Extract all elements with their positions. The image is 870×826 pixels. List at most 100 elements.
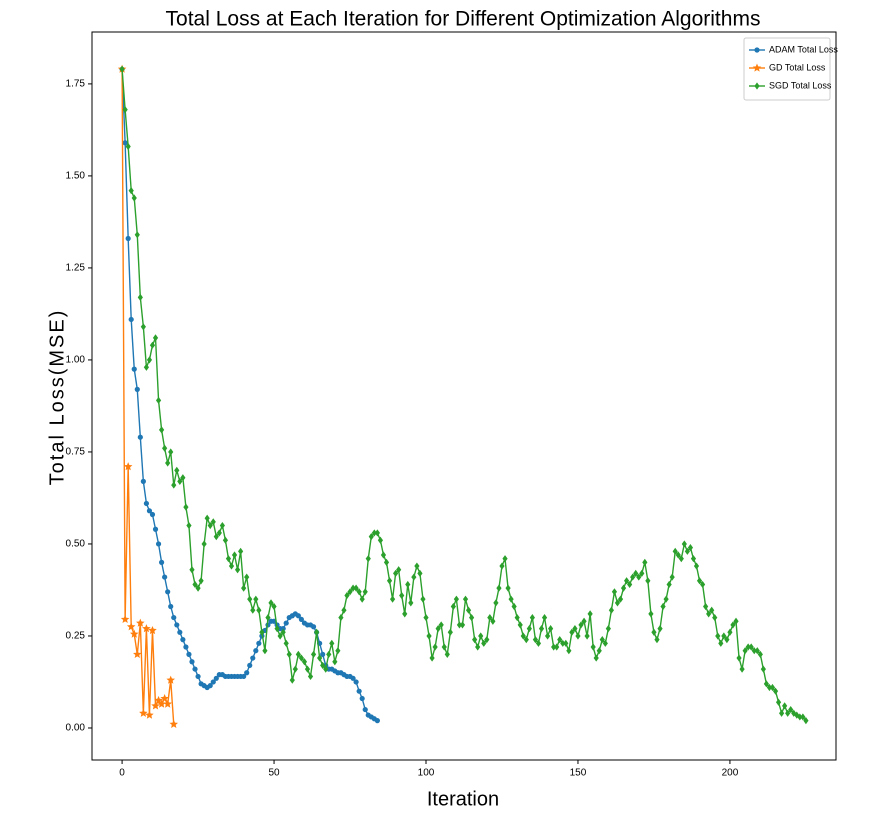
marker xyxy=(353,679,359,685)
marker xyxy=(414,562,420,570)
marker xyxy=(462,595,469,603)
marker xyxy=(374,529,380,537)
marker xyxy=(678,555,684,563)
y-tick-label: 0.50 xyxy=(66,539,86,550)
marker xyxy=(168,603,174,610)
marker xyxy=(210,518,216,526)
marker xyxy=(292,665,298,673)
marker xyxy=(472,636,478,644)
marker xyxy=(721,632,727,640)
y-axis-label: Total Loss(MSE) xyxy=(46,309,68,486)
marker xyxy=(766,683,773,692)
marker xyxy=(699,580,706,589)
marker xyxy=(709,606,715,614)
marker xyxy=(152,334,159,342)
x-tick-label: 200 xyxy=(722,768,739,779)
marker xyxy=(742,647,748,655)
marker xyxy=(134,231,140,239)
marker xyxy=(186,651,192,657)
marker xyxy=(120,614,130,624)
marker xyxy=(359,695,365,702)
marker xyxy=(350,675,356,681)
marker xyxy=(484,636,490,644)
marker xyxy=(256,640,262,646)
marker xyxy=(183,503,189,511)
marker xyxy=(563,639,569,647)
marker xyxy=(146,356,153,364)
marker xyxy=(432,643,438,651)
marker xyxy=(289,676,295,684)
marker xyxy=(763,680,770,688)
marker xyxy=(122,140,128,146)
marker xyxy=(551,643,557,651)
marker xyxy=(338,613,344,622)
marker xyxy=(778,709,785,717)
marker xyxy=(748,643,754,651)
marker xyxy=(268,599,274,607)
marker xyxy=(438,621,444,629)
marker xyxy=(286,650,292,658)
x-tick-label: 50 xyxy=(268,768,280,779)
marker xyxy=(244,670,250,676)
marker xyxy=(423,613,429,622)
marker xyxy=(148,625,157,635)
marker xyxy=(225,555,232,563)
marker xyxy=(408,599,414,607)
marker xyxy=(244,573,250,581)
marker xyxy=(654,636,660,644)
marker xyxy=(186,521,192,530)
y-tick-label: 0.25 xyxy=(66,631,86,642)
marker xyxy=(584,632,590,640)
marker xyxy=(195,584,201,592)
marker xyxy=(155,396,162,405)
marker xyxy=(253,648,259,654)
marker xyxy=(581,617,587,625)
marker xyxy=(335,647,341,655)
marker xyxy=(283,620,289,626)
marker xyxy=(142,624,151,633)
marker xyxy=(265,613,271,622)
marker xyxy=(478,632,484,640)
marker xyxy=(143,363,150,371)
marker xyxy=(578,621,584,629)
marker xyxy=(192,666,198,672)
marker xyxy=(481,639,487,647)
legend-label: GD Total Loss xyxy=(769,62,826,72)
marker xyxy=(222,536,229,544)
marker xyxy=(356,688,362,694)
marker xyxy=(633,569,639,577)
marker xyxy=(371,529,377,537)
marker xyxy=(131,194,137,202)
marker xyxy=(213,532,219,541)
marker xyxy=(137,434,143,440)
marker xyxy=(177,629,183,635)
marker xyxy=(724,636,730,644)
marker xyxy=(754,82,760,90)
marker xyxy=(687,544,694,552)
marker xyxy=(143,500,150,507)
marker xyxy=(119,65,125,73)
marker xyxy=(389,595,396,603)
marker xyxy=(620,584,627,592)
marker xyxy=(785,709,791,717)
marker xyxy=(125,142,131,151)
marker xyxy=(693,562,700,570)
marker xyxy=(645,577,651,585)
marker xyxy=(523,636,529,644)
marker xyxy=(262,647,268,655)
marker xyxy=(146,508,153,514)
marker xyxy=(234,566,241,574)
legend-label: SGD Total Loss xyxy=(769,80,832,90)
marker xyxy=(657,625,663,633)
marker xyxy=(307,672,314,681)
marker xyxy=(514,613,520,622)
marker xyxy=(569,628,575,636)
marker xyxy=(596,647,602,655)
marker xyxy=(411,573,417,581)
marker xyxy=(782,702,788,710)
marker xyxy=(757,650,763,658)
marker xyxy=(210,679,216,685)
marker xyxy=(298,616,305,623)
marker xyxy=(760,665,766,673)
marker xyxy=(426,632,432,640)
